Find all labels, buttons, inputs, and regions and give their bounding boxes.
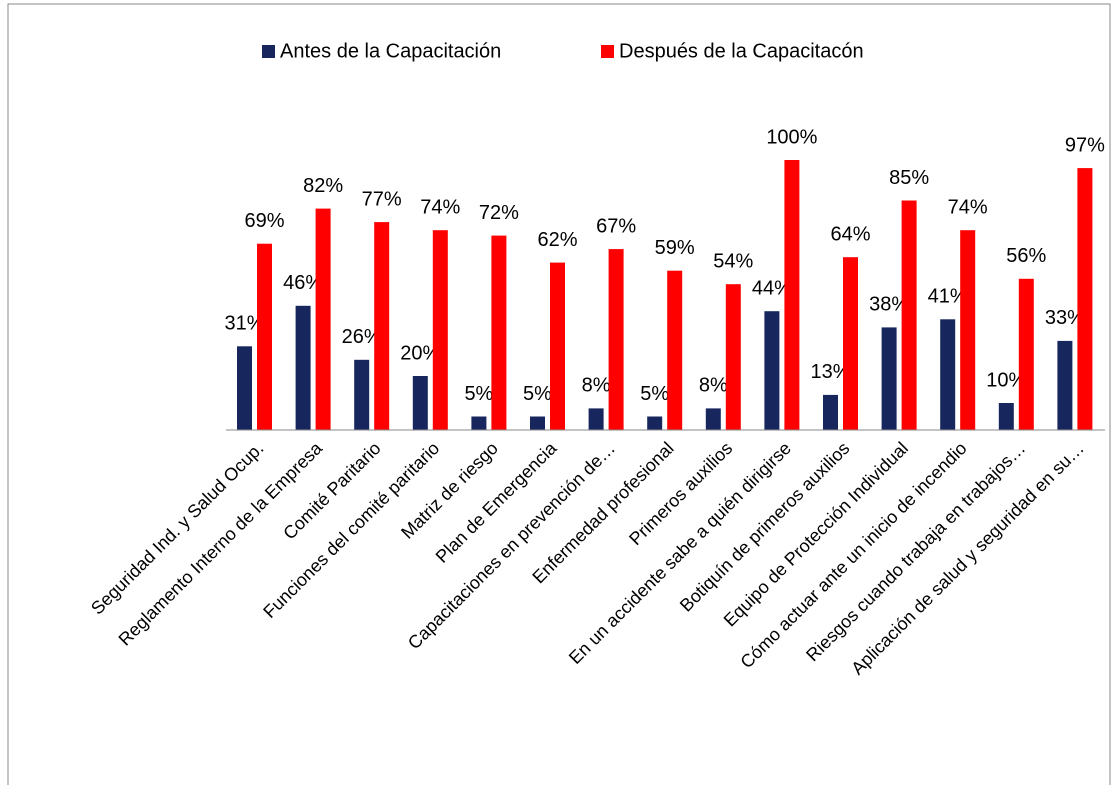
data-label: 20% [400, 342, 440, 364]
x-tick-label: Reglamento Interno de la Empresa [115, 437, 327, 649]
bar [354, 359, 370, 430]
data-label: 44% [752, 277, 792, 299]
chart-border [7, 3, 1111, 785]
bar [725, 284, 741, 430]
bar [1018, 278, 1034, 430]
x-tick-label: Primeros auxilios [625, 438, 736, 549]
bar [1057, 340, 1073, 430]
bar [881, 327, 897, 430]
data-label: 64% [830, 223, 870, 245]
bar [960, 230, 976, 430]
data-label: 62% [537, 229, 577, 251]
data-label: 56% [1006, 245, 1046, 267]
data-label: 100% [766, 126, 817, 148]
bar [412, 376, 428, 430]
bar [667, 270, 683, 430]
data-label: 69% [244, 210, 284, 232]
data-label: 8% [582, 375, 611, 397]
data-label: 54% [713, 250, 753, 272]
bar [647, 416, 663, 430]
data-label: 74% [420, 196, 460, 218]
bar [940, 319, 956, 430]
bar [705, 408, 721, 430]
data-label: 67% [596, 215, 636, 237]
data-label: 97% [1065, 134, 1105, 156]
bar [1077, 168, 1093, 430]
bar [295, 305, 311, 430]
data-label: 72% [479, 202, 519, 224]
data-label: 31% [224, 313, 264, 335]
data-label: 33% [1045, 307, 1085, 329]
x-tick-label: Capacitaciones en prevención de… [404, 438, 619, 653]
bar [530, 416, 545, 430]
data-label: 74% [948, 196, 988, 218]
bar [843, 257, 858, 430]
legend-swatch [601, 45, 614, 58]
bar [901, 200, 917, 430]
bar [550, 262, 565, 430]
data-label: 38% [869, 294, 909, 316]
bar [998, 403, 1014, 430]
bar [257, 243, 272, 430]
bar [237, 346, 252, 430]
data-label: 77% [362, 188, 402, 210]
data-label: 8% [699, 375, 728, 397]
data-label: 59% [655, 237, 695, 259]
bar [588, 408, 604, 430]
bar [374, 222, 390, 430]
data-label: 5% [464, 383, 493, 405]
bar [764, 311, 780, 430]
data-label: 26% [342, 326, 382, 348]
bar [823, 394, 838, 430]
data-label: 5% [640, 383, 669, 405]
x-tick-label: Riesgos cuando trabaja en trabajos… [802, 438, 1029, 665]
data-label: 85% [889, 167, 929, 189]
data-label: 82% [303, 175, 343, 197]
bar [315, 208, 331, 430]
bar [608, 249, 624, 430]
data-label: 10% [986, 369, 1026, 391]
legend-label: Después de la Capacitacón [619, 40, 864, 62]
data-label: 46% [283, 272, 323, 294]
bar [784, 160, 800, 430]
bar [491, 235, 507, 430]
bar [471, 416, 487, 430]
legend-label: Antes de la Capacitación [280, 40, 501, 62]
data-label: 13% [810, 361, 850, 383]
data-label: 41% [928, 286, 968, 308]
bar [432, 230, 448, 430]
data-label: 5% [523, 383, 552, 405]
legend-swatch [262, 45, 275, 58]
